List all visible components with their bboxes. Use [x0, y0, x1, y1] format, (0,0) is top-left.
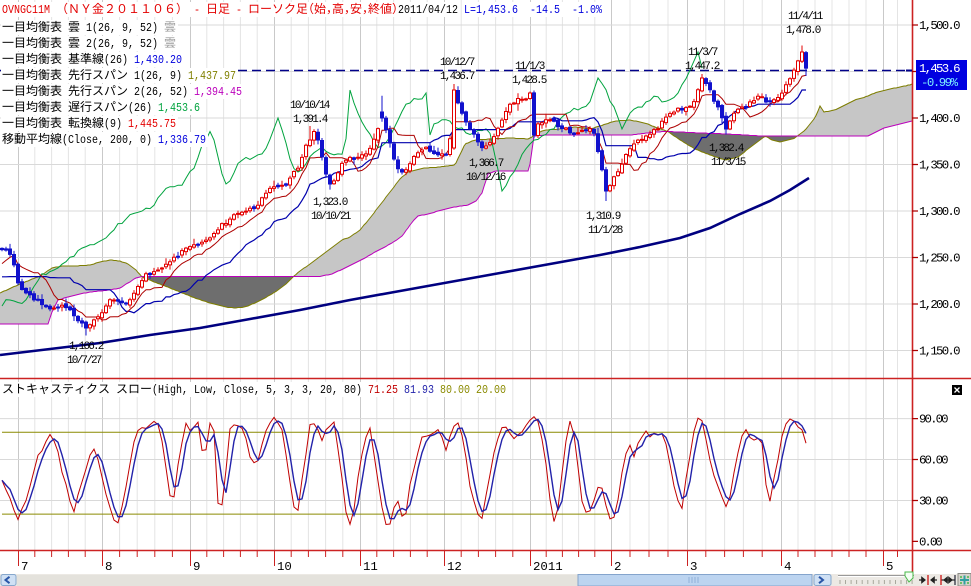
- svg-text:7: 7: [21, 560, 28, 574]
- svg-text:OVNGC11M: OVNGC11M: [2, 3, 56, 17]
- svg-text:1,350.0: 1,350.0: [919, 159, 961, 173]
- svg-text:11/4/11: 11/4/11: [788, 11, 824, 23]
- svg-text:1,391.4: 1,391.4: [293, 114, 329, 126]
- svg-text:1,437.97: 1,437.97: [188, 69, 236, 83]
- svg-text:10: 10: [277, 560, 292, 574]
- svg-text:(26): (26): [128, 101, 158, 115]
- svg-text:10/12/7: 10/12/7: [440, 57, 475, 69]
- svg-text:11/1/28: 11/1/28: [588, 225, 623, 237]
- svg-text:71.25: 71.25: [368, 383, 398, 397]
- svg-text:80.00 20.00: 80.00 20.00: [440, 383, 506, 397]
- svg-text:1,478.0: 1,478.0: [786, 25, 821, 37]
- svg-text:1,366.7: 1,366.7: [469, 158, 504, 170]
- svg-text:(High, Low, Close, 5, 3, 3, 20: (High, Low, Close, 5, 3, 3, 20, 80): [152, 383, 368, 397]
- svg-text:1,336.79: 1,336.79: [158, 133, 206, 147]
- svg-text:-: -: [188, 3, 206, 17]
- svg-text:11: 11: [363, 560, 378, 574]
- svg-text:9: 9: [193, 560, 200, 574]
- svg-text:1,453.6: 1,453.6: [919, 62, 961, 76]
- svg-text:3: 3: [690, 560, 697, 574]
- svg-text:90.00: 90.00: [919, 413, 949, 427]
- svg-text:0.00: 0.00: [919, 535, 943, 549]
- svg-text:-0.99%: -0.99%: [921, 76, 959, 90]
- svg-text:10/10/14: 10/10/14: [290, 100, 331, 112]
- svg-text:2: 2: [614, 560, 621, 574]
- svg-text:1,150.0: 1,150.0: [919, 345, 961, 359]
- svg-text:(26): (26): [104, 53, 134, 67]
- svg-text:1,323.0: 1,323.0: [313, 197, 348, 209]
- svg-text:5: 5: [886, 560, 893, 574]
- svg-text:8: 8: [105, 560, 112, 574]
- svg-text:1,300.0: 1,300.0: [919, 205, 961, 219]
- svg-text:2011/04/12: 2011/04/12: [398, 3, 458, 17]
- svg-text:60.00: 60.00: [919, 454, 949, 468]
- svg-text:10/12/16: 10/12/16: [466, 172, 506, 184]
- svg-text:1,394.45: 1,394.45: [194, 85, 242, 99]
- svg-text:1,200.0: 1,200.0: [919, 298, 961, 312]
- svg-text:2011: 2011: [533, 560, 563, 574]
- svg-text:1,500.0: 1,500.0: [919, 19, 961, 33]
- svg-text:1,430.20: 1,430.20: [134, 53, 182, 67]
- svg-text:1(26, 9, 52): 1(26, 9, 52): [80, 21, 164, 35]
- svg-text:1,447.2: 1,447.2: [685, 61, 720, 73]
- svg-text:11/3/15: 11/3/15: [711, 157, 746, 169]
- svg-text:L=1,453.6 -14.5 -1.0%: L=1,453.6 -14.5 -1.0%: [464, 3, 603, 17]
- svg-text:1(26, 9): 1(26, 9): [128, 69, 188, 83]
- svg-text:1,166.2: 1,166.2: [69, 341, 104, 353]
- svg-text:(Close, 200, 0): (Close, 200, 0): [62, 133, 158, 147]
- svg-text:-: -: [230, 3, 248, 17]
- svg-text:10/7/27: 10/7/27: [67, 355, 102, 367]
- svg-text:1,428.5: 1,428.5: [512, 75, 547, 87]
- svg-text:(9): (9): [104, 117, 128, 131]
- svg-text:1,382.4: 1,382.4: [709, 143, 745, 155]
- svg-text:30.00: 30.00: [919, 495, 949, 509]
- svg-text:1,436.7: 1,436.7: [440, 71, 475, 83]
- svg-text:11/3/7: 11/3/7: [688, 47, 718, 59]
- svg-text:1,310.9: 1,310.9: [586, 211, 621, 223]
- svg-text:1,400.0: 1,400.0: [919, 112, 961, 126]
- svg-text:81.93: 81.93: [404, 383, 434, 397]
- svg-text:2(26, 9, 52): 2(26, 9, 52): [80, 37, 164, 51]
- svg-text:1,445.75: 1,445.75: [128, 117, 176, 131]
- svg-text:12: 12: [447, 560, 462, 574]
- svg-text:10/10/21: 10/10/21: [311, 211, 352, 223]
- svg-text:1,250.0: 1,250.0: [919, 252, 961, 266]
- svg-text:11/1/3: 11/1/3: [515, 61, 545, 73]
- svg-text:2(26, 52): 2(26, 52): [128, 85, 194, 99]
- svg-text:1,453.6: 1,453.6: [158, 101, 200, 115]
- svg-text:4: 4: [784, 560, 791, 574]
